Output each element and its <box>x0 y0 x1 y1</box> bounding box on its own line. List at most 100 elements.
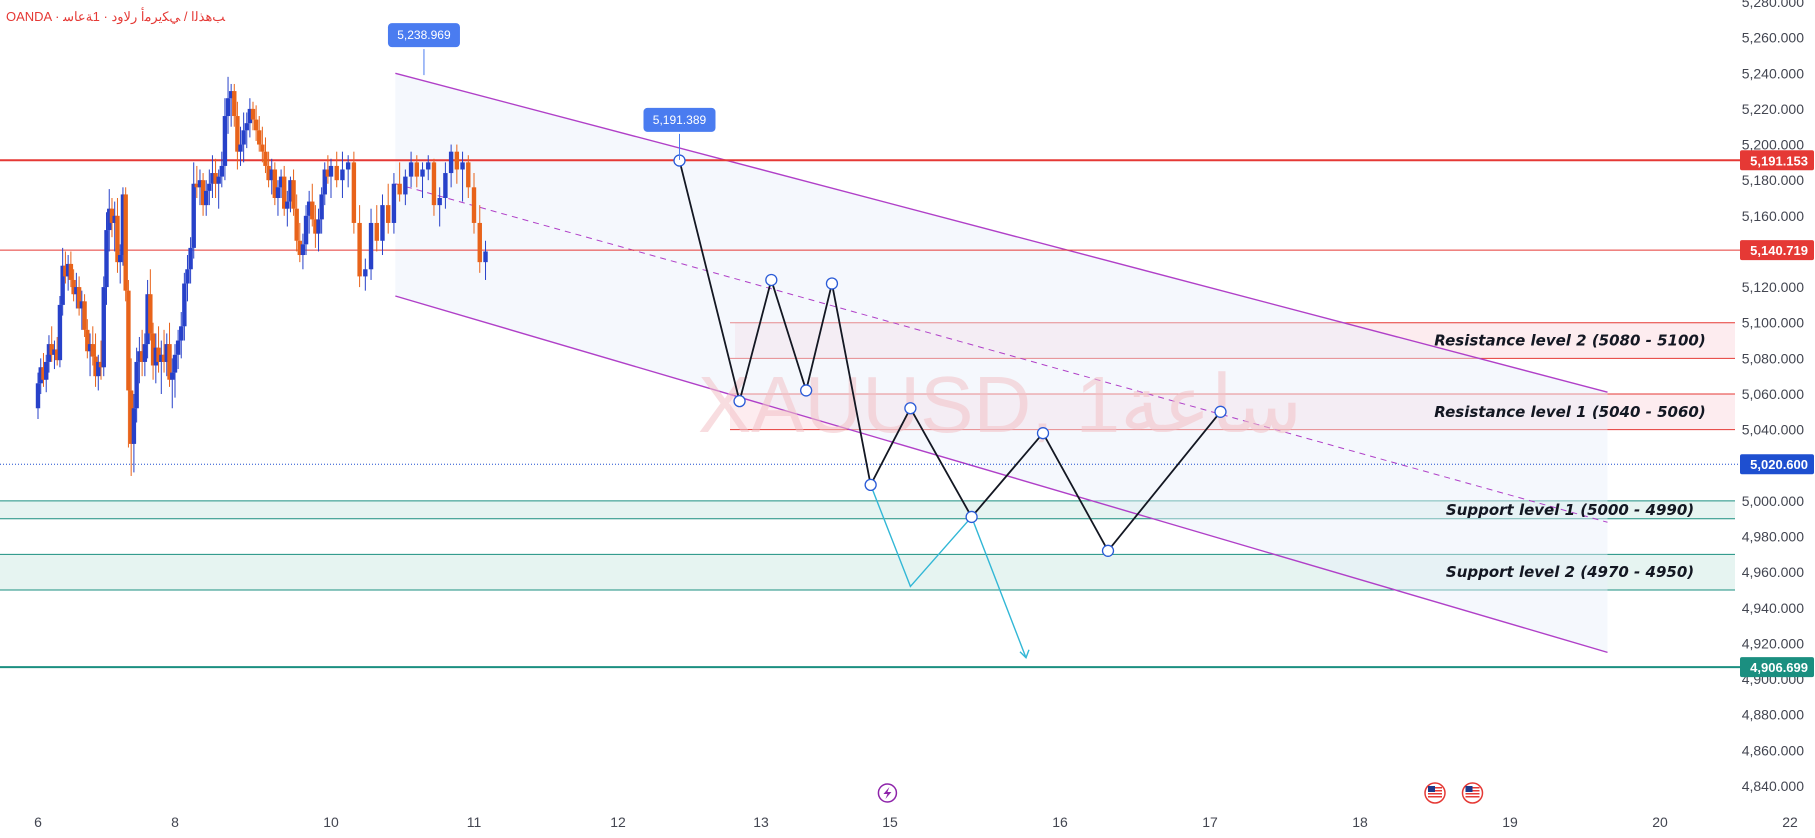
price-tick-label: 4,860.000 <box>1742 742 1804 758</box>
candle <box>325 155 331 184</box>
flag-stripe <box>1465 793 1480 795</box>
candle-body <box>98 361 104 368</box>
candle-body <box>216 176 221 184</box>
candle <box>46 335 52 373</box>
alternative-path-arrowhead <box>1019 649 1030 659</box>
candle-body <box>101 287 106 368</box>
candle-body <box>71 279 76 295</box>
price-tag-box <box>1740 454 1814 475</box>
candle-body <box>87 344 93 352</box>
candle <box>437 187 442 227</box>
candle-body <box>235 116 240 152</box>
candle-body <box>225 98 231 117</box>
candle <box>85 319 90 359</box>
candle <box>414 155 419 188</box>
resistance-zone-1 <box>735 322 1735 359</box>
candle <box>225 76 231 134</box>
candle-body <box>351 162 357 223</box>
candle <box>266 151 271 188</box>
candle <box>310 183 315 227</box>
candle-body <box>44 361 49 380</box>
candle <box>118 244 123 284</box>
candle <box>134 347 139 423</box>
candle-body <box>170 372 175 380</box>
candle-body <box>46 344 52 362</box>
candle-body <box>104 230 109 288</box>
price-tick-label: 4,940.000 <box>1742 600 1804 616</box>
callout-box <box>643 107 716 132</box>
price-tag-label: 5,191.153 <box>1750 153 1808 168</box>
candle <box>60 247 65 316</box>
candle <box>282 165 287 216</box>
candle <box>90 326 95 366</box>
candle-body <box>408 162 414 177</box>
candle-body <box>60 265 65 305</box>
candle-body <box>222 116 228 166</box>
flag-stripe <box>1428 796 1442 798</box>
callout-label: 5,238.969 <box>397 28 451 42</box>
price-tick-label: 4,960.000 <box>1742 564 1804 580</box>
time-tick-label: 6 <box>34 814 42 830</box>
candle <box>357 205 362 288</box>
candle-body <box>257 130 262 145</box>
callout-label: 5,191.389 <box>653 113 707 127</box>
candle <box>275 180 281 216</box>
lightning-icon <box>877 783 898 803</box>
time-tick-label: 13 <box>753 814 769 830</box>
candle-body <box>54 349 60 361</box>
zone-labels-layer: Resistance level 2 (5080 - 5100) Resistan… <box>1434 332 1705 582</box>
candle <box>170 358 175 409</box>
candle-body <box>115 215 120 263</box>
candle <box>319 187 324 234</box>
candle-body <box>41 367 46 380</box>
price-tick-label: 5,160.000 <box>1742 208 1804 224</box>
candle <box>238 126 243 166</box>
candle-body <box>172 354 178 373</box>
candle-body <box>123 194 128 291</box>
time-axis[interactable]: 6 8 10 11 12 13 15 16 17 18 19 20 22 <box>34 814 1798 830</box>
candle <box>216 169 221 209</box>
candle <box>454 144 460 184</box>
candle-body <box>128 390 134 444</box>
candle-body <box>325 169 331 177</box>
candle <box>185 255 190 302</box>
candle-body <box>156 347 161 362</box>
path-node <box>904 402 917 415</box>
price-tag-resistance: 5,140.719 <box>1740 240 1814 261</box>
price-tick-label: 5,180.000 <box>1742 172 1804 188</box>
candle-body <box>310 201 315 220</box>
candle-body <box>85 329 90 352</box>
candle <box>57 296 63 368</box>
callout-box <box>387 23 460 48</box>
candle <box>172 344 178 398</box>
candle-body <box>294 208 299 241</box>
price-tick-label: 5,040.000 <box>1742 422 1804 438</box>
candle <box>139 329 145 377</box>
candle-body <box>112 215 117 223</box>
candle-body <box>291 180 296 209</box>
price-axis[interactable]: 5,280.000 5,260.000 5,240.000 5,220.000 5,20… <box>1740 0 1814 794</box>
flag-canton <box>1428 786 1435 792</box>
candle <box>204 180 209 216</box>
zone-label: Resistance level 1 (5040 - 5060) <box>1434 403 1705 421</box>
flag-canton <box>1465 786 1473 792</box>
price-tick-label: 5,100.000 <box>1742 315 1804 331</box>
candle-body <box>90 344 95 357</box>
candle <box>285 190 290 227</box>
candle-body <box>139 351 145 362</box>
candle-body <box>483 251 488 263</box>
channel-mid-line <box>395 183 1608 523</box>
candle <box>313 205 318 248</box>
horizontal-levels-layer <box>0 159 1740 669</box>
candle <box>235 101 240 170</box>
candle <box>448 144 454 188</box>
candle <box>68 251 74 288</box>
path-node <box>1101 544 1115 557</box>
price-callout: 5,191.389 <box>643 107 716 160</box>
candle <box>35 372 41 419</box>
symbol-info: OANDA · ﺐﻫﺬﻟﺍ / ﻲﻜﻳﺮﻣﺃ ﺭﻻﻭﺩ · 1ﺔﻋﺎﺳ <box>6 7 225 25</box>
candle-body <box>391 183 397 223</box>
candle-body <box>363 269 368 277</box>
candle-body <box>167 344 172 380</box>
